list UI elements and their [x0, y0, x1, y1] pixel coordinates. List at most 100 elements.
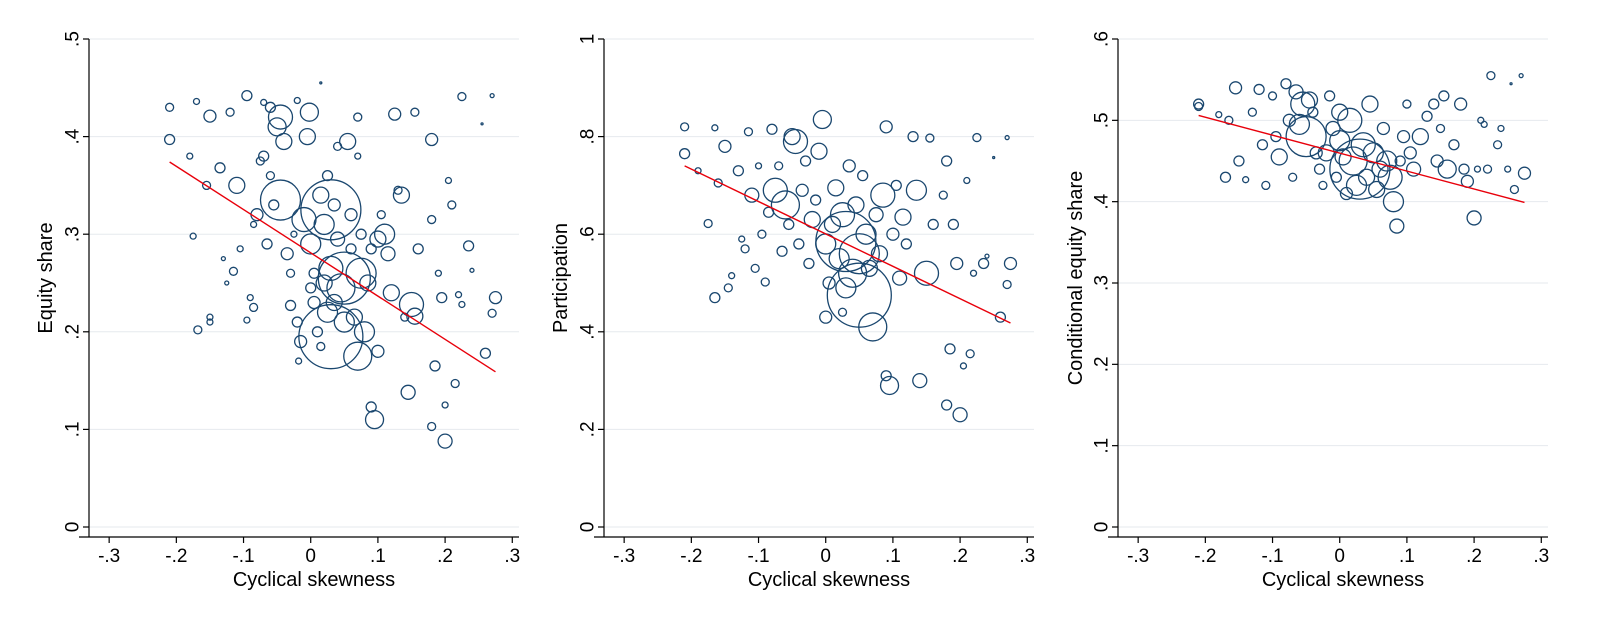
- data-point: [1382, 191, 1405, 213]
- data-point: [427, 421, 437, 432]
- data-point: [963, 176, 971, 185]
- y-tick-label: .3: [63, 226, 84, 242]
- data-point: [398, 291, 425, 318]
- x-tick-label: -.2: [680, 546, 702, 567]
- data-point: [743, 127, 754, 137]
- data-point: [678, 148, 691, 160]
- data-point: [345, 243, 357, 255]
- data-point: [1438, 90, 1450, 102]
- data-point: [206, 318, 214, 326]
- x-tick-label: -.3: [98, 546, 120, 567]
- x-axis-label: Cyclical skewness: [233, 569, 395, 591]
- y-tick-label: .1: [1092, 438, 1113, 454]
- data-point: [984, 253, 990, 259]
- data-point: [823, 215, 842, 234]
- data-point: [994, 311, 1007, 323]
- data-point: [1480, 120, 1488, 129]
- data-point: [489, 92, 495, 99]
- data-point: [938, 190, 948, 200]
- data-point: [1193, 101, 1204, 112]
- y-tick-label: .3: [1092, 275, 1113, 291]
- data-point: [393, 185, 403, 195]
- data-point: [1329, 138, 1391, 200]
- data-point: [1242, 176, 1250, 184]
- x-axis-label: Cyclical skewness: [1262, 569, 1424, 591]
- data-point: [1215, 110, 1223, 119]
- data-point: [275, 132, 293, 151]
- data-point: [382, 284, 400, 302]
- data-point: [770, 190, 801, 220]
- x-tick-label: .3: [504, 546, 520, 567]
- y-axis-label: Participation: [550, 223, 572, 333]
- data-point: [1350, 132, 1376, 158]
- data-point: [224, 280, 230, 286]
- data-point: [469, 267, 475, 273]
- data-point: [487, 308, 497, 318]
- data-point: [754, 162, 763, 170]
- data-point: [703, 218, 713, 229]
- data-point: [783, 218, 795, 231]
- data-point: [1402, 99, 1412, 109]
- data-point: [1334, 148, 1352, 166]
- data-point: [950, 256, 964, 271]
- data-point: [857, 169, 869, 182]
- data-point: [837, 258, 868, 288]
- data-point: [1509, 184, 1520, 195]
- data-point: [353, 112, 363, 122]
- data-point: [457, 91, 467, 102]
- data-point: [259, 179, 302, 221]
- fit-line: [169, 161, 496, 373]
- data-point: [1497, 124, 1505, 133]
- data-point: [312, 186, 330, 204]
- data-point: [427, 214, 437, 225]
- data-point: [388, 107, 402, 121]
- y-tick-label: .6: [578, 226, 599, 242]
- data-point: [812, 109, 833, 130]
- data-point: [268, 199, 280, 211]
- y-tick-label: .4: [578, 323, 599, 339]
- data-point: [1411, 127, 1429, 146]
- x-tick-label: .2: [952, 546, 968, 567]
- y-tick-label: .2: [63, 324, 84, 340]
- data-point: [1323, 90, 1336, 102]
- data-point: [206, 313, 214, 321]
- data-point: [713, 178, 723, 188]
- data-points: [163, 81, 503, 449]
- data-point: [248, 302, 259, 313]
- data-point: [1002, 279, 1012, 290]
- data-point: [913, 260, 940, 286]
- data-point: [1285, 115, 1327, 158]
- data-point: [479, 347, 492, 359]
- data-point: [829, 202, 856, 228]
- data-point: [1361, 95, 1379, 113]
- data-point: [1261, 180, 1271, 191]
- x-tick-label: .3: [1533, 546, 1549, 567]
- y-tick-label: .5: [63, 31, 84, 47]
- data-point: [280, 247, 294, 261]
- x-tick-label: 0: [305, 546, 316, 567]
- x-tick-label: 0: [1334, 546, 1345, 567]
- data-point: [709, 291, 721, 304]
- data-point: [321, 169, 334, 182]
- data-point: [947, 218, 960, 231]
- data-point: [912, 372, 928, 389]
- data-point: [774, 161, 784, 171]
- data-point: [847, 196, 865, 214]
- data-point: [750, 263, 760, 274]
- data-point: [952, 407, 968, 423]
- data-point: [1458, 163, 1470, 175]
- data-point: [907, 130, 919, 143]
- data-point: [879, 120, 893, 134]
- data-point: [1371, 160, 1389, 178]
- data-point: [738, 235, 746, 243]
- data-point: [1405, 161, 1422, 177]
- chart-panel-3: 0 .1 .2 .3 .4 .5 .6 -.3 -.2 -.1 0 .1 .2 .3 Cyclical sk…: [1065, 31, 1549, 591]
- data-point: [437, 433, 453, 449]
- x-tick-label: .1: [1399, 546, 1415, 567]
- data-point: [760, 277, 770, 287]
- data-point: [228, 266, 239, 276]
- data-point: [1466, 210, 1482, 226]
- x-tick-label: -.1: [232, 546, 254, 567]
- data-point: [835, 277, 857, 299]
- y-tick-label: .1: [63, 421, 84, 437]
